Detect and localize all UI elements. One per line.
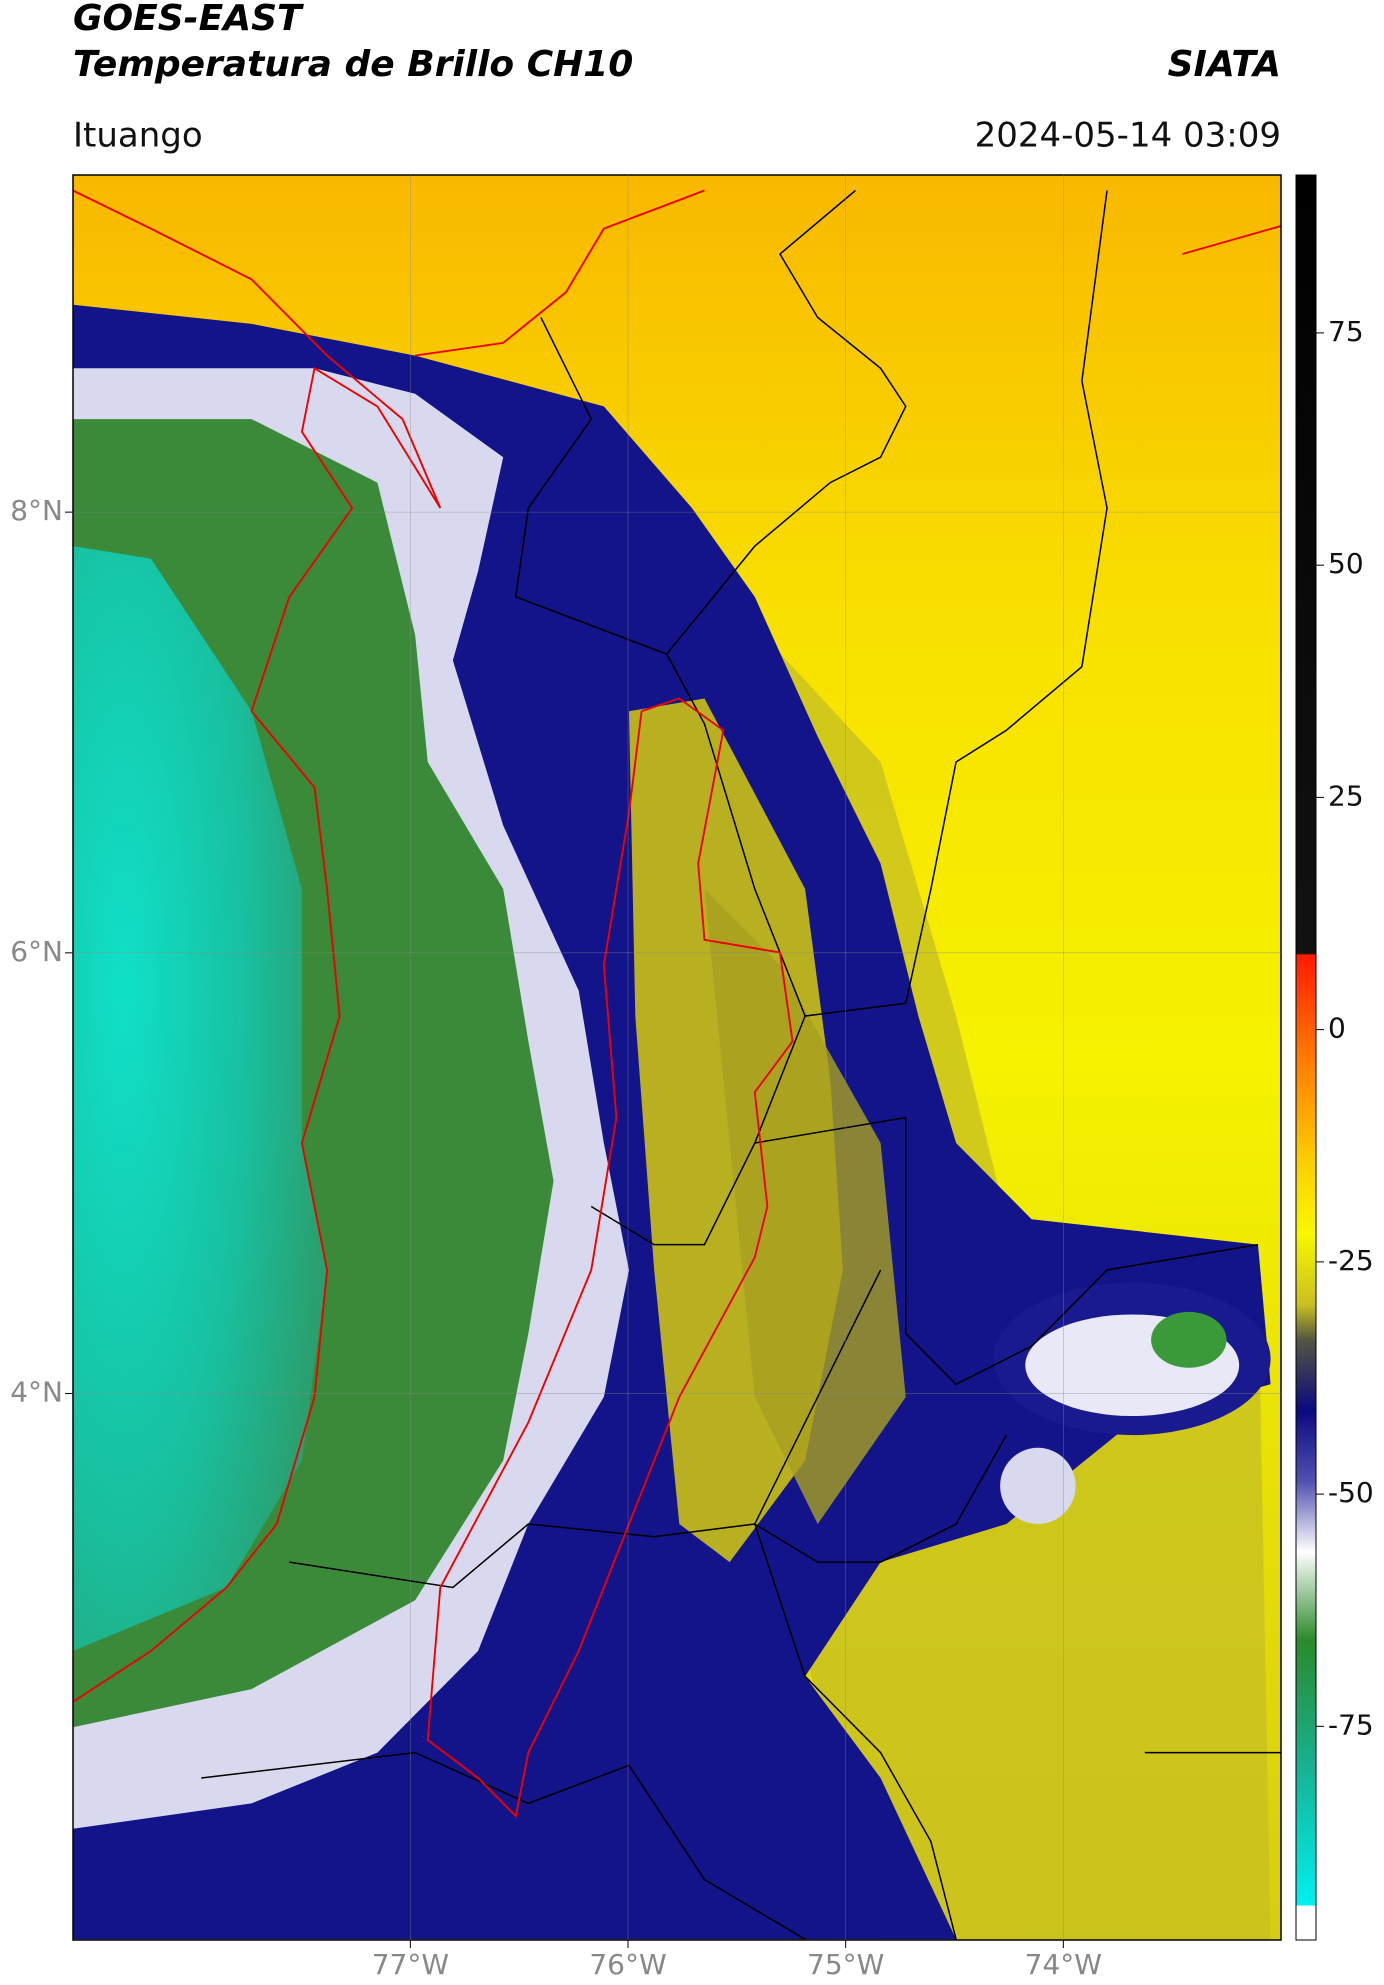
y-tick-label: 6°N xyxy=(10,935,63,968)
satellite-image xyxy=(73,175,1281,1940)
subtitle: Temperatura de Brillo CH10 xyxy=(73,44,633,85)
map-frame xyxy=(72,174,1282,1941)
x-tick-label: 76°W xyxy=(589,1948,666,1981)
datetime: 2024-05-14 03:09 xyxy=(975,116,1281,156)
y-tick-label: 4°N xyxy=(10,1376,63,1409)
x-tick-label: 77°W xyxy=(372,1948,449,1981)
x-tick-label: 75°W xyxy=(807,1948,884,1981)
source: SIATA xyxy=(1168,44,1281,85)
colorbar-tick-label: 50 xyxy=(1328,547,1364,580)
colorbar-tick-label: -75 xyxy=(1328,1708,1374,1741)
y-tick-label: 8°N xyxy=(10,494,63,527)
colorbar-tick-label: -25 xyxy=(1328,1244,1374,1277)
colorbar-tick-label: -50 xyxy=(1328,1476,1374,1509)
location: Ituango xyxy=(73,116,203,156)
colorbar-tick-label: 25 xyxy=(1328,779,1364,812)
title: GOES-EAST xyxy=(73,0,304,39)
colorbar-tick-label: 75 xyxy=(1328,315,1364,348)
colorbar-tick-label: 0 xyxy=(1328,1012,1346,1045)
colorbar xyxy=(1295,174,1317,1941)
x-tick-label: 74°W xyxy=(1025,1948,1102,1981)
